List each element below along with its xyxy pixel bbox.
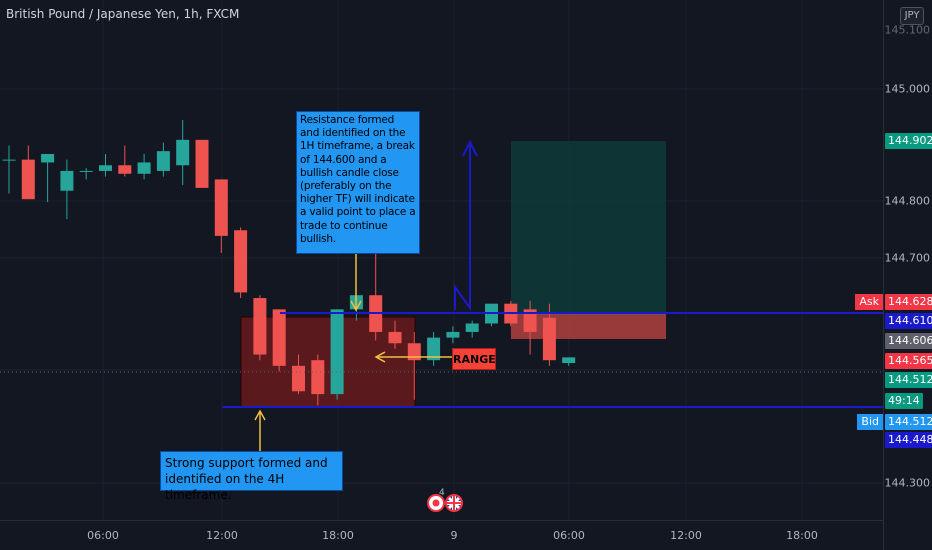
time-tick: 06:00 [553,529,585,542]
projection-arrowhead [462,139,478,157]
candle-body [156,151,170,171]
price-label-support: 144.448 [885,432,932,448]
stop-zone [511,314,666,339]
time-tick: 12:00 [670,529,702,542]
candle-body [388,331,402,344]
price-tick: 144.300 [884,476,931,490]
candle-body [79,170,93,172]
price-label-ask: 144.628 [885,294,932,310]
range-arrowhead [374,351,386,363]
time-tick: 06:00 [87,529,119,542]
candle-body [542,317,556,361]
price-tick: 145.000 [884,82,931,96]
event-icon-dividend[interactable] [427,494,445,512]
currency-button[interactable]: JPY [900,7,924,25]
symbol-title[interactable]: British Pound / Japanese Yen, 1h, FXCM [6,7,240,21]
ask-tag: Ask [855,294,883,310]
price-tick: 144.800 [884,194,931,208]
candle-body [118,165,132,174]
resistance-note[interactable]: Resistance formed and identified on the … [296,111,420,254]
price-label-stop: 144.565 [885,353,932,369]
target-zone [511,141,666,314]
chart-grid [0,0,883,520]
candle-body [562,357,576,364]
time-tick-day: 9 [450,529,458,542]
support-arrowhead [254,409,266,421]
candle-body [272,309,286,366]
price-label-bid: 144.512 [885,414,932,430]
candle-body [195,139,209,188]
candle-body [2,159,16,161]
price-label-target: 144.902 [885,133,932,149]
candle-body [407,343,421,361]
candle-body [523,309,537,332]
time-axis[interactable]: 06:00 12:00 18:00 9 06:00 12:00 18:00 [0,520,883,550]
price-label-resistance: 144.610 [885,313,932,329]
chart-zones [240,141,666,408]
candlestick-series [2,120,576,406]
price-tick-partial: 145.100 [884,23,931,37]
candle-body [41,153,55,163]
price-label-last: 144.512 [885,372,932,388]
candle-body [99,165,112,171]
price-chart[interactable] [0,0,883,520]
price-label-mid: 144.606 [885,333,932,349]
candle-body [311,360,325,395]
candle-body [21,159,35,200]
bid-tag: Bid [857,414,883,430]
flag-uk-icon[interactable] [445,494,463,512]
resistance-arrowhead [350,300,362,312]
candle-body [137,162,151,174]
support-note[interactable]: Strong support formed and identified on … [160,451,343,502]
candle-body [446,331,460,338]
candle-body [234,230,248,293]
countdown-label: 49:14 [885,393,923,409]
candle-body [214,179,228,236]
time-tick: 18:00 [786,529,818,542]
range-box [240,316,416,408]
candle-body [427,337,441,361]
candle-body [176,139,190,166]
projection-path [454,145,471,312]
candle-body [60,170,74,191]
price-tick: 144.700 [884,251,931,265]
candle-body [292,365,305,392]
candle-body [253,298,267,355]
time-tick: 12:00 [206,529,238,542]
event-count-badge: 4 [439,488,445,498]
candle-body [465,323,479,332]
candle-body [330,309,344,395]
chart-overlay [0,139,883,451]
range-label[interactable]: RANGE [452,348,496,370]
price-axis[interactable]: JPY 145.100 145.000 144.800 144.700 144.… [883,0,932,550]
time-tick: 18:00 [322,529,354,542]
